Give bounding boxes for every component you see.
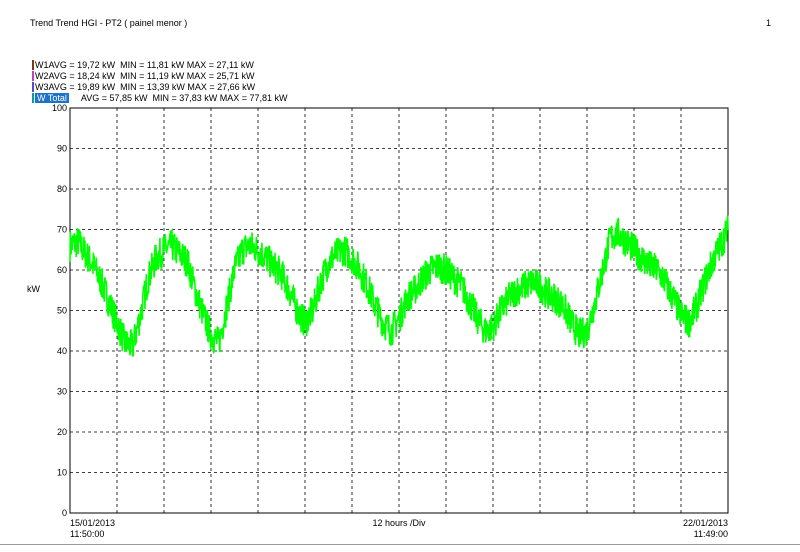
y-tick-label: 0 (62, 508, 67, 518)
y-axis-label: kW (27, 284, 41, 294)
chart-grid (70, 108, 728, 513)
legend-w2: W2AVG = 18,24 kW MIN = 11,19 kW MAX = 25… (27, 60, 255, 81)
legend-w3: W3AVG = 19,89 kW MIN = 13,39 kW MAX = 27… (27, 71, 255, 92)
legend-w2-text: W2AVG = 18,24 kW MIN = 11,19 kW MAX = 25… (35, 71, 255, 81)
page-number: 1 (766, 18, 772, 28)
legend-w1: W1AVG = 19,72 kW MIN = 11,81 kW MAX = 27… (27, 49, 254, 70)
x-end-time: 11:49:00 (694, 529, 728, 539)
report-title: Trend Trend HGI - PT2 ( painel menor ) (30, 18, 188, 28)
legend-w1-swatch (32, 60, 35, 70)
y-tick-label: 40 (57, 346, 67, 356)
legend-wtotal-label: W Total (35, 93, 69, 103)
legend-wtotal-swatch (32, 93, 35, 103)
y-tick-label: 80 (57, 184, 67, 194)
series-line-wtotal (69, 215, 729, 357)
x-start-date: 15/01/2013 (70, 518, 115, 528)
legend-wtotal: W Total AVG = 57,85 kW MIN = 37,83 kW MA… (27, 82, 288, 103)
plot-frame (69, 107, 729, 514)
x-end-date: 22/01/2013 (683, 518, 728, 528)
y-tick-label: 90 (57, 144, 67, 154)
page-bottom-rule (0, 544, 800, 545)
y-tick-label: 100 (52, 103, 67, 113)
y-tick-label: 70 (57, 225, 67, 235)
y-axis-ticks: 0 10 20 30 40 50 60 70 80 90 100 (52, 103, 67, 518)
y-tick-label: 50 (57, 306, 67, 316)
legend-w2-swatch (32, 71, 35, 81)
legend-wtotal-stats: AVG = 57,85 kW MIN = 37,83 kW MAX = 77,8… (68, 93, 288, 103)
legend-w1-text: W1AVG = 19,72 kW MIN = 11,81 kW MAX = 27… (35, 60, 254, 70)
legend-w3-swatch (32, 82, 35, 92)
x-start-time: 11:50:00 (70, 529, 104, 539)
y-tick-label: 10 (57, 468, 67, 478)
y-tick-label: 60 (57, 265, 67, 275)
y-tick-label: 30 (57, 387, 67, 397)
y-tick-label: 20 (57, 427, 67, 437)
x-division-label: 12 hours /Div (372, 518, 426, 528)
legend-w3-text: W3AVG = 19,89 kW MIN = 13,39 kW MAX = 27… (35, 82, 256, 92)
